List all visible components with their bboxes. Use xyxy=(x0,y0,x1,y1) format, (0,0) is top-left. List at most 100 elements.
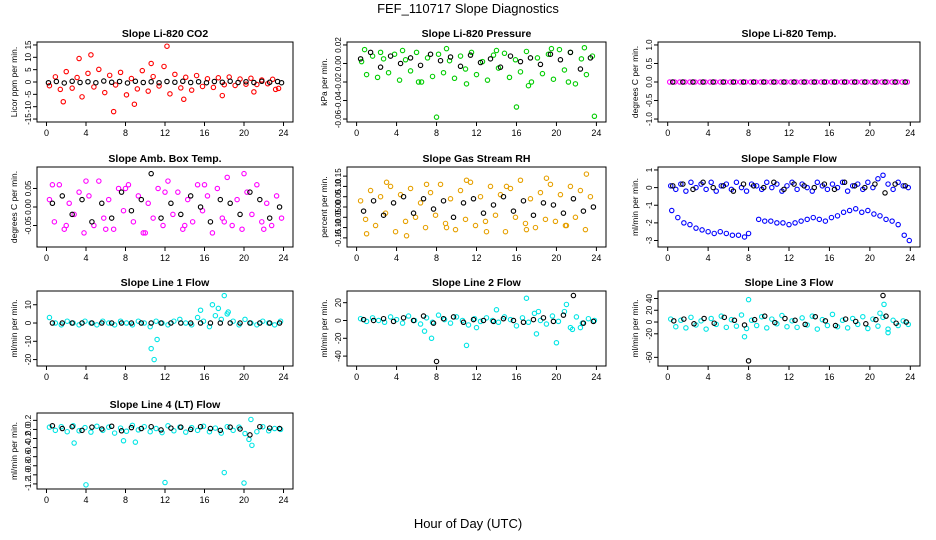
data-point xyxy=(428,335,435,342)
data-point xyxy=(88,52,94,58)
y-tick-label: 0 xyxy=(645,319,654,324)
data-point xyxy=(124,80,131,86)
data-point xyxy=(869,79,875,85)
data-point xyxy=(865,207,871,214)
data-point xyxy=(885,181,891,187)
x-tick-label: 24 xyxy=(905,128,915,138)
data-point xyxy=(108,423,115,430)
data-point xyxy=(881,301,887,308)
data-point xyxy=(244,189,250,195)
data-point xyxy=(380,212,387,218)
data-point xyxy=(811,79,818,85)
data-point xyxy=(251,79,257,86)
data-point xyxy=(703,326,709,332)
data-point xyxy=(217,427,224,434)
data-point xyxy=(201,182,208,188)
data-point xyxy=(587,55,594,61)
data-point xyxy=(701,315,707,322)
data-point xyxy=(844,325,851,331)
data-point xyxy=(182,74,189,81)
y-axis-label: percent per min. xyxy=(319,176,329,237)
data-point xyxy=(557,191,564,198)
data-point xyxy=(578,56,585,62)
data-points xyxy=(357,292,598,365)
data-point xyxy=(138,196,145,203)
data-point xyxy=(682,79,688,85)
data-point xyxy=(433,358,440,365)
data-point xyxy=(577,187,584,194)
data-point xyxy=(194,182,201,188)
y-tick-label: -0.10 xyxy=(334,218,343,237)
data-point xyxy=(207,425,214,432)
data-point xyxy=(791,79,797,85)
data-point xyxy=(150,215,156,221)
data-point xyxy=(477,193,484,200)
data-point xyxy=(717,228,724,235)
data-point xyxy=(703,186,709,193)
data-point xyxy=(527,196,534,202)
data-point xyxy=(156,83,162,89)
data-point xyxy=(197,320,204,326)
y-tick-label: 0.00 xyxy=(334,55,343,71)
data-point xyxy=(360,316,367,323)
chart-panel: Slope Amb. Box Temp. 0 4 8 12 16 20 24 -0.050.00… xyxy=(9,153,294,263)
data-point xyxy=(275,85,282,92)
data-point xyxy=(497,64,504,70)
data-point xyxy=(49,423,56,429)
data-point xyxy=(792,220,798,226)
data-point xyxy=(700,79,706,85)
data-point xyxy=(89,219,95,225)
data-point xyxy=(717,79,724,85)
data-point xyxy=(111,430,118,436)
y-tick-label: -0.05 xyxy=(334,208,343,227)
data-point xyxy=(492,212,499,218)
data-point xyxy=(249,442,255,449)
x-tick-label: 0 xyxy=(44,495,49,505)
data-point xyxy=(819,316,826,323)
y-tick-label: -20 xyxy=(334,332,343,344)
data-point xyxy=(569,326,576,333)
x-tick-label: 12 xyxy=(471,128,481,138)
data-point xyxy=(510,317,517,324)
data-point xyxy=(788,79,794,85)
data-point xyxy=(214,185,221,192)
data-point xyxy=(135,193,142,199)
data-point xyxy=(550,202,557,208)
data-point xyxy=(271,425,278,432)
data-point xyxy=(370,198,377,204)
data-point xyxy=(440,198,447,204)
data-point xyxy=(591,113,598,120)
y-tick-label: -60 xyxy=(645,351,654,363)
data-point xyxy=(873,316,879,323)
data-point xyxy=(745,358,752,364)
data-point xyxy=(699,227,705,233)
data-point xyxy=(420,313,427,319)
y-tick-label: -0.02 xyxy=(334,72,343,91)
data-points xyxy=(666,79,911,85)
data-point xyxy=(237,320,243,326)
data-point xyxy=(66,200,72,207)
data-point xyxy=(769,316,775,322)
data-point xyxy=(718,313,725,319)
data-point xyxy=(732,79,739,85)
data-point xyxy=(781,79,787,85)
y-tick-label: 5 xyxy=(24,67,33,72)
data-point xyxy=(729,232,736,238)
data-point xyxy=(218,430,225,436)
data-point xyxy=(530,316,537,323)
data-point xyxy=(760,79,767,85)
data-point xyxy=(892,79,898,85)
data-point xyxy=(745,230,752,237)
data-point xyxy=(147,428,153,435)
x-tick-label: 16 xyxy=(199,372,209,382)
y-tick-label: 10 xyxy=(24,52,33,61)
data-point xyxy=(872,79,878,85)
x-tick-label: 20 xyxy=(551,128,561,138)
data-point xyxy=(755,216,762,223)
data-point xyxy=(802,321,808,328)
data-point xyxy=(49,320,56,326)
data-point xyxy=(683,188,689,194)
chart-title: Slope Li-820 CO2 xyxy=(122,28,209,40)
data-point xyxy=(710,79,716,85)
data-point xyxy=(872,181,878,187)
